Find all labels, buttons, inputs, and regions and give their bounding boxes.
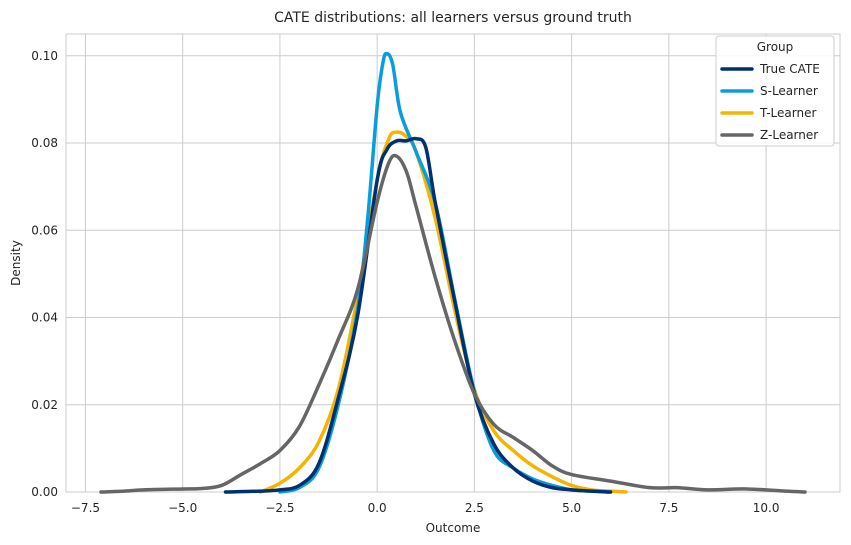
legend-item-z-learner: Z-Learner (720, 128, 818, 142)
legend-item-true-cate: True CATE (720, 62, 820, 76)
y-tick-label: 0.04 (31, 311, 58, 325)
x-tick-label: 10.0 (753, 501, 780, 515)
x-tick-label: 0.0 (368, 501, 387, 515)
legend-label: Z-Learner (760, 128, 818, 142)
legend-title: Group (757, 40, 794, 54)
legend: Group True CATE S-Learner T-Learner Z-Learn… (715, 35, 835, 147)
x-tick-label: 7.5 (659, 501, 678, 515)
x-axis-title: Outcome (426, 521, 481, 535)
series-layer (99, 51, 807, 494)
series-line-t-learner (258, 130, 628, 494)
y-axis-title: Density (9, 240, 23, 286)
x-tick-label: −7.5 (71, 501, 100, 515)
legend-label: True CATE (759, 62, 820, 76)
plot-area (65, 33, 841, 493)
legend-item-t-learner: T-Learner (720, 106, 816, 120)
y-tick-label: 0.02 (31, 398, 58, 412)
series-line-z-learner (99, 153, 807, 494)
grid (66, 34, 840, 493)
legend-entries: True CATE S-Learner T-Learner Z-Learner (720, 62, 820, 142)
y-tick-label: 0.10 (31, 49, 58, 63)
series-line-true-cate (223, 136, 613, 494)
tick-labels: −7.5 −5.0 −2.5 0.0 2.5 5.0 7.5 10.0 0.00 0.02 0.04… (31, 49, 779, 515)
x-tick-label: −2.5 (265, 501, 294, 515)
legend-label: T-Learner (759, 106, 816, 120)
legend-label: S-Learner (760, 84, 818, 98)
y-tick-label: 0.06 (31, 223, 58, 237)
legend-item-s-learner: S-Learner (720, 84, 818, 98)
x-tick-label: −5.0 (168, 501, 197, 515)
y-tick-label: 0.00 (31, 485, 58, 499)
x-tick-label: 2.5 (465, 501, 484, 515)
chart-title: CATE distributions: all learners versus … (274, 10, 632, 26)
y-tick-label: 0.08 (31, 136, 58, 150)
x-tick-label: 5.0 (562, 501, 581, 515)
legend-box (715, 35, 835, 147)
